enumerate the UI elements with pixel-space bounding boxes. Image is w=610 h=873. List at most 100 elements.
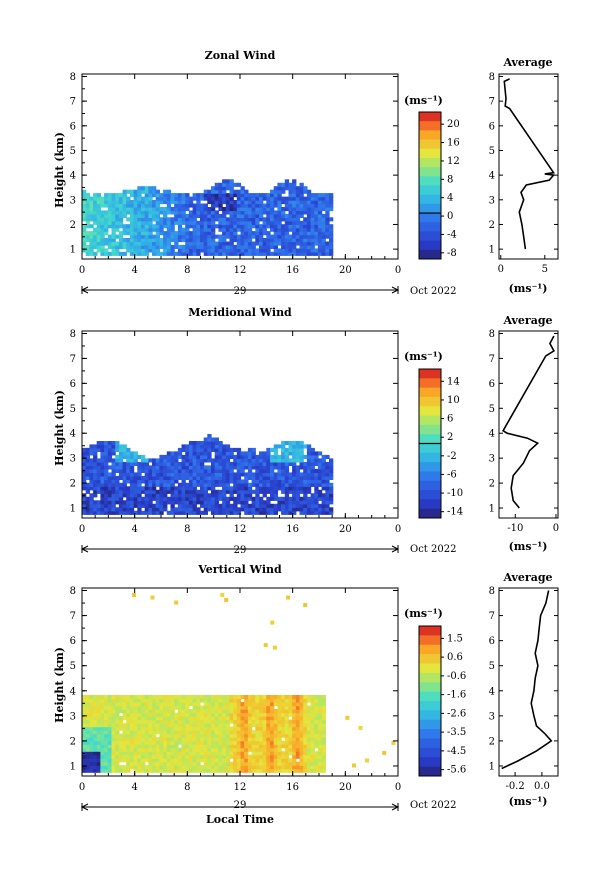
heatmap-cell: [96, 489, 101, 494]
heatmap-cell: [82, 482, 87, 487]
heatmap-cell: [93, 468, 98, 473]
heatmap-cell: [270, 475, 275, 480]
heatmap-cell: [299, 238, 304, 243]
heatmap-cell: [166, 231, 172, 236]
heatmap-cell: [152, 733, 157, 738]
heatmap-cell: [314, 740, 319, 745]
heatmap-cell: [306, 507, 312, 512]
heatmap-cell: [174, 472, 179, 477]
heatmap-cell: [251, 723, 256, 728]
heatmap-cell: [192, 733, 197, 738]
heatmap-cell: [137, 465, 142, 470]
heatmap-cell: [133, 193, 138, 198]
heatmap-cell: [188, 251, 194, 256]
heatmap-cell: [310, 248, 315, 253]
heatmap-cell: [314, 719, 319, 724]
heatmap-cell: [200, 461, 205, 466]
heatmap-cell: [89, 765, 94, 770]
heatmap-cell: [314, 712, 319, 717]
heatmap-cell: [284, 251, 290, 256]
heatmap-cell: [166, 451, 172, 456]
heatmap-cell: [284, 207, 290, 212]
heatmap-cell: [225, 458, 231, 463]
heatmap-cell: [310, 220, 315, 225]
heatmap-cell: [82, 705, 87, 710]
heatmap-cell: [207, 730, 212, 735]
heatmap-cell: [284, 503, 290, 508]
heatmap-cell: [325, 482, 330, 487]
heatmap-cell: [306, 709, 312, 714]
heatmap-cell: [255, 251, 260, 256]
heatmap-cell: [284, 179, 290, 184]
heatmap-cell: [247, 730, 253, 735]
heatmap-cell: [317, 220, 323, 225]
heatmap-cell: [251, 482, 256, 487]
heatmap-cell: [96, 447, 101, 452]
heatmap-cell: [229, 241, 234, 246]
heatmap-cell: [222, 500, 227, 505]
heatmap-cell: [233, 251, 238, 256]
heatmap-cell: [100, 461, 105, 466]
heatmap-cell: [144, 709, 149, 714]
heatmap-cell: [314, 698, 319, 703]
heatmap-cell: [295, 507, 301, 512]
heatmap-cell: [292, 751, 297, 756]
heatmap-cell: [295, 213, 301, 218]
heatmap-cell: [303, 186, 308, 191]
heatmap-cell: [262, 203, 267, 208]
heatmap-cell: [200, 712, 205, 717]
heatmap-cell: [270, 496, 275, 501]
date-axis-arrow: [80, 803, 89, 811]
heatmap-cell: [240, 217, 245, 222]
heatmap-cell: [133, 712, 138, 717]
heatmap-cell: [277, 444, 282, 449]
heatmap-cell: [317, 465, 323, 470]
heatmap-cell: [295, 444, 301, 449]
heatmap-cell: [177, 503, 183, 508]
heatmap-cell: [141, 510, 146, 515]
heatmap-cell: [166, 210, 172, 215]
heatmap-cell: [321, 761, 326, 766]
heatmap-cell: [133, 747, 138, 752]
heatmap-cell: [148, 241, 153, 246]
heatmap-cell: [126, 461, 131, 466]
heatmap-cell: [303, 510, 308, 515]
heatmap-cell: [174, 454, 179, 459]
heatmap-cell: [222, 486, 227, 491]
heatmap-cell: [111, 758, 116, 763]
heatmap-cell: [214, 468, 219, 473]
heatmap-cell: [104, 705, 109, 710]
heatmap-cell: [185, 234, 190, 239]
heatmap-cell: [141, 196, 146, 201]
heatmap-cell: [222, 737, 227, 742]
heatmap-cell: [225, 217, 231, 222]
heatmap-cell: [188, 210, 194, 215]
heatmap-cell: [89, 719, 94, 724]
heatmap-cell: [188, 503, 194, 508]
heatmap-cell: [159, 227, 164, 232]
heatmap-cell: [236, 227, 242, 232]
heatmap-cell: [214, 217, 219, 222]
colorbar-tick-label: 12: [447, 156, 460, 167]
heatmap-cell: [251, 716, 256, 721]
heatmap-cell: [292, 227, 297, 232]
heatmap-cell: [192, 719, 197, 724]
heatmap-cell: [236, 461, 242, 466]
heatmap-cell: [288, 510, 293, 515]
heatmap-cell: [196, 744, 201, 749]
y-tick-label: 3: [70, 711, 76, 722]
heatmap-cell: [247, 203, 253, 208]
heatmap-cell: [82, 761, 87, 766]
colorbar-swatch: [419, 499, 441, 510]
heatmap-cell: [174, 744, 179, 749]
heatmap-cell: [155, 475, 160, 480]
heatmap-cell: [240, 461, 245, 466]
heatmap-cell: [207, 444, 212, 449]
heatmap-cell: [177, 496, 183, 501]
heatmap-cell: [303, 224, 308, 229]
heatmap-cell: [96, 224, 101, 229]
colorbar-swatch: [419, 654, 441, 664]
heatmap-cell: [166, 472, 172, 477]
heatmap-cell: [118, 489, 124, 494]
heatmap-cell: [115, 768, 120, 773]
